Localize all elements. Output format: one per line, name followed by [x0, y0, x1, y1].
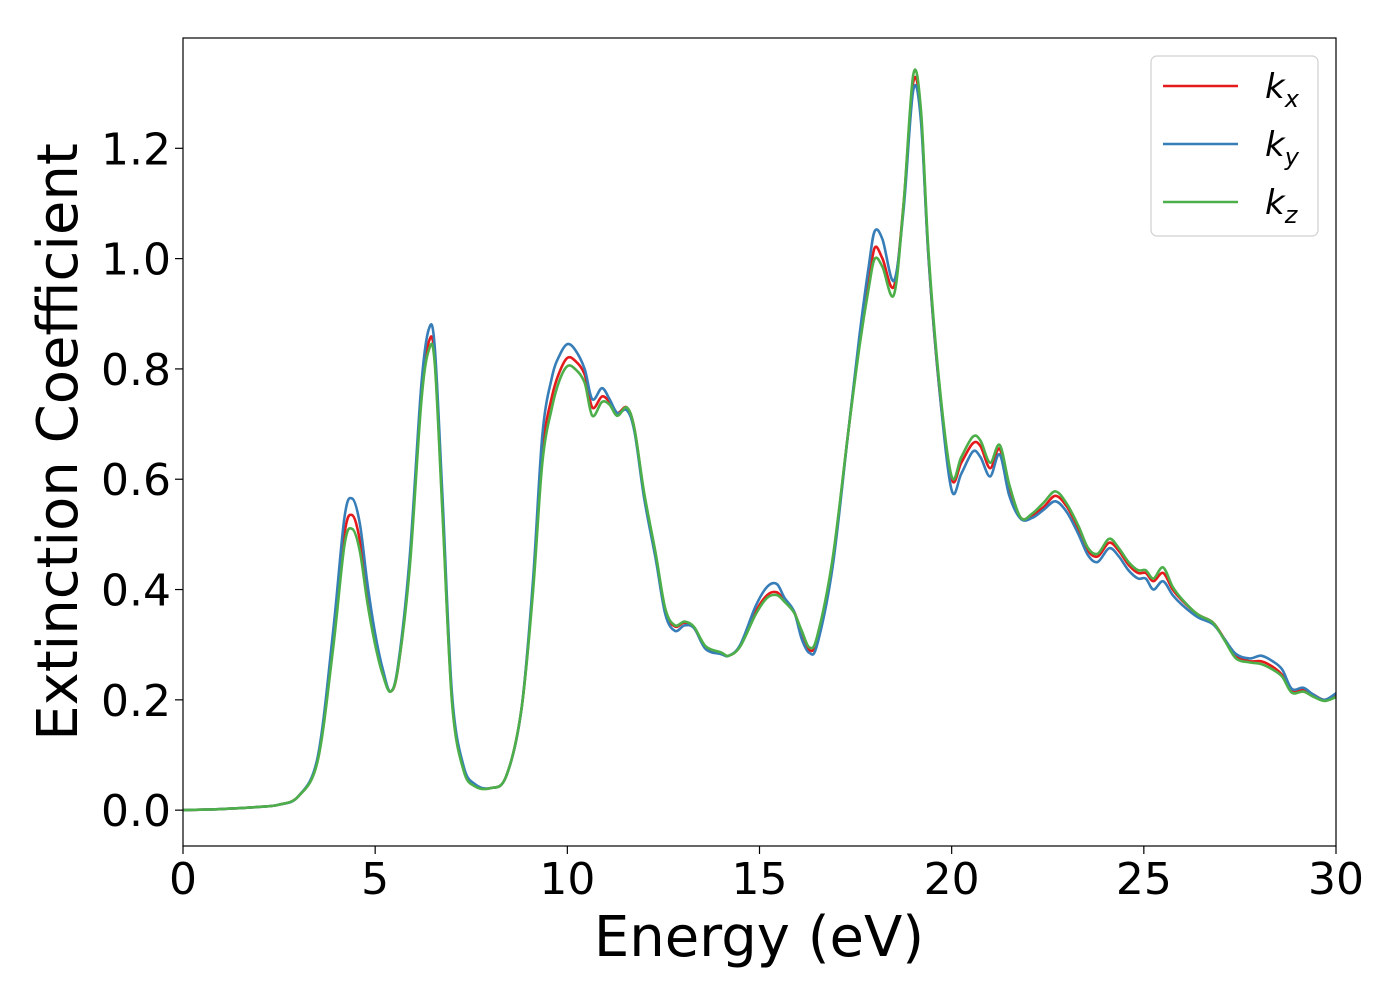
x-tick-label: 25	[1116, 854, 1172, 905]
legend-box	[1150, 55, 1319, 237]
x-tick-label: 5	[361, 854, 389, 905]
x-tick-label: 10	[539, 854, 595, 905]
legend: kx ky kz	[1150, 55, 1319, 237]
legend-label-z: kz	[1265, 183, 1299, 229]
y-tick-label: 1.2	[101, 124, 171, 175]
y-tick-label: 0.0	[101, 786, 171, 837]
x-tick-label: 0	[169, 854, 197, 905]
series-layer	[183, 68, 1336, 812]
legend-label-x: kx	[1265, 67, 1300, 113]
x-tick-label: 15	[732, 854, 788, 905]
series-line-y	[183, 83, 1336, 812]
series-line-z	[183, 68, 1336, 812]
x-tick-label: 30	[1308, 854, 1364, 905]
y-tick-label: 0.4	[101, 566, 171, 617]
y-tick-label: 1.0	[101, 235, 171, 286]
y-axis-title: Extinction Coefficient	[26, 143, 91, 741]
axes-layer: 0 5 10 15 20 25 30 0.0 0.2 0.4 0.6 0.8 1.0 1.2	[101, 37, 1364, 905]
x-tick-label: 20	[924, 854, 980, 905]
legend-label-y: ky	[1265, 125, 1300, 171]
y-tick-label: 0.2	[101, 676, 171, 727]
y-tick-label: 0.8	[101, 345, 171, 396]
x-axis-title: Energy (eV)	[594, 905, 924, 970]
y-tick-label: 0.6	[101, 455, 171, 506]
